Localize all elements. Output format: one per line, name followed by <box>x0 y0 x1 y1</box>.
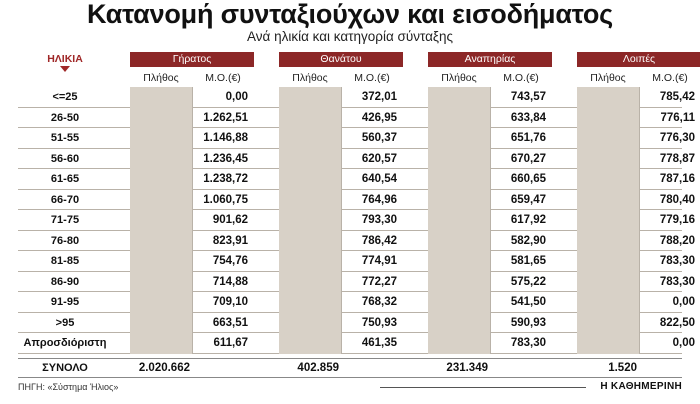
avg-value-cell: 788,20 <box>659 234 695 247</box>
total-count-cell: 231.349 <box>446 362 488 374</box>
sort-arrow-icon <box>60 66 70 72</box>
avg-value-cell: 754,76 <box>212 255 248 267</box>
source-note: ΠΗΓΗ: «Σύστημα Ήλιος» <box>18 382 119 392</box>
avg-value-cell: 640,54 <box>361 173 397 185</box>
column-separator <box>192 87 193 354</box>
avg-value-cell: 581,65 <box>510 255 546 267</box>
avg-value-cell: 663,51 <box>212 316 248 329</box>
avg-value-cell: 461,35 <box>361 337 397 349</box>
avg-subheader: Μ.Ο.(€) <box>205 72 241 84</box>
avg-value-cell: 611,67 <box>213 337 248 349</box>
avg-value-cell: 670,27 <box>510 152 546 165</box>
avg-value-cell: 785,42 <box>659 91 695 103</box>
avg-value-cell: 582,90 <box>510 234 546 247</box>
avg-value-cell: 783,30 <box>510 337 546 349</box>
footer-rule <box>380 387 586 388</box>
column-separator <box>639 87 640 354</box>
age-cell: 56-60 <box>50 152 80 165</box>
chart-subtitle: Ανά ηλικία και κατηγορία σύνταξης <box>247 29 453 44</box>
total-count-cell: 1.520 <box>608 362 637 374</box>
age-cell: 51-55 <box>50 132 80 144</box>
column-separator <box>341 87 342 354</box>
avg-subheader: Μ.Ο.(€) <box>652 72 688 84</box>
age-cell: 91-95 <box>50 296 80 308</box>
column-separator <box>490 87 491 354</box>
publisher-brand: Η ΚΑΘΗΜΕΡΙΝΗ <box>600 381 682 392</box>
count-subheader: Πλήθος <box>590 72 626 84</box>
avg-value-cell: 617,92 <box>510 214 546 226</box>
avg-value-cell: 774,91 <box>361 255 397 267</box>
avg-value-cell: 768,32 <box>361 296 397 308</box>
age-cell: 71-75 <box>50 214 80 226</box>
avg-value-cell: 1.262,51 <box>203 111 248 124</box>
total-count-cell: 2.020.662 <box>138 362 190 374</box>
count-subheader: Πλήθος <box>292 72 328 84</box>
age-header: ΗΛΙΚΙΑ <box>47 53 83 65</box>
avg-value-cell: 1.236,45 <box>203 152 248 165</box>
avg-value-cell: 1.238,72 <box>203 173 248 185</box>
avg-value-cell: 776,11 <box>660 111 695 124</box>
chart-title: Κατανομή συνταξιούχων και εισοδήματος <box>87 0 613 29</box>
avg-value-cell: 901,62 <box>212 214 248 226</box>
avg-value-cell: 783,30 <box>659 275 695 288</box>
age-cell: 81-85 <box>50 255 80 267</box>
avg-value-cell: 0,00 <box>672 296 695 308</box>
avg-value-cell: 750,93 <box>361 316 397 329</box>
avg-value-cell: 787,16 <box>659 173 695 185</box>
avg-value-cell: 590,93 <box>510 316 546 329</box>
avg-value-cell: 776,30 <box>659 132 695 144</box>
count-subheader: Πλήθος <box>143 72 179 84</box>
avg-value-cell: 660,65 <box>510 173 546 185</box>
group-header: Γήρατος <box>130 52 254 67</box>
age-cell: >95 <box>55 316 75 329</box>
avg-value-cell: 780,40 <box>659 193 695 206</box>
group-header: Αναπηρίας <box>428 52 552 67</box>
total-label: ΣΥΝΟΛΟ <box>42 362 88 374</box>
age-cell: 66-70 <box>50 193 80 206</box>
avg-value-cell: 1.146,88 <box>203 132 248 144</box>
avg-value-cell: 633,84 <box>510 111 546 124</box>
total-count-cell: 402.859 <box>297 362 339 374</box>
count-column-shade <box>130 87 192 354</box>
avg-value-cell: 709,10 <box>212 296 248 308</box>
age-cell: <=25 <box>52 91 78 103</box>
count-column-shade <box>279 87 341 354</box>
avg-value-cell: 786,42 <box>361 234 397 247</box>
total-row: ΣΥΝΟΛΟ 2.020.662 402.859 231.349 1.520 <box>18 358 682 378</box>
avg-value-cell: 772,27 <box>361 275 397 288</box>
group-header: Θανάτου <box>279 52 403 67</box>
avg-value-cell: 783,30 <box>659 255 695 267</box>
age-cell: Απροσδιόριστη <box>23 337 107 349</box>
avg-value-cell: 0,00 <box>672 337 695 349</box>
avg-value-cell: 651,76 <box>510 132 546 144</box>
group-header: Λοιπές <box>577 52 700 67</box>
avg-value-cell: 822,50 <box>659 316 695 329</box>
avg-value-cell: 823,91 <box>212 234 248 247</box>
avg-value-cell: 714,88 <box>212 275 248 288</box>
avg-value-cell: 779,16 <box>659 214 695 226</box>
avg-value-cell: 620,57 <box>361 152 397 165</box>
avg-value-cell: 793,30 <box>361 214 397 226</box>
count-column-shade <box>577 87 639 354</box>
avg-value-cell: 372,01 <box>361 91 397 103</box>
avg-value-cell: 0,00 <box>225 91 248 103</box>
avg-value-cell: 426,95 <box>361 111 397 124</box>
count-column-shade <box>428 87 490 354</box>
avg-value-cell: 778,87 <box>659 152 695 165</box>
avg-value-cell: 560,37 <box>361 132 397 144</box>
avg-value-cell: 659,47 <box>510 193 546 206</box>
avg-subheader: Μ.Ο.(€) <box>503 72 539 84</box>
age-cell: 76-80 <box>50 234 80 247</box>
age-cell: 86-90 <box>50 275 80 288</box>
avg-value-cell: 1.060,75 <box>203 193 248 206</box>
avg-value-cell: 743,57 <box>510 91 546 103</box>
avg-value-cell: 575,22 <box>510 275 546 288</box>
avg-value-cell: 541,50 <box>510 296 546 308</box>
avg-value-cell: 764,96 <box>361 193 397 206</box>
age-cell: 26-50 <box>50 111 80 124</box>
age-cell: 61-65 <box>50 173 80 185</box>
avg-subheader: Μ.Ο.(€) <box>354 72 390 84</box>
count-subheader: Πλήθος <box>441 72 477 84</box>
